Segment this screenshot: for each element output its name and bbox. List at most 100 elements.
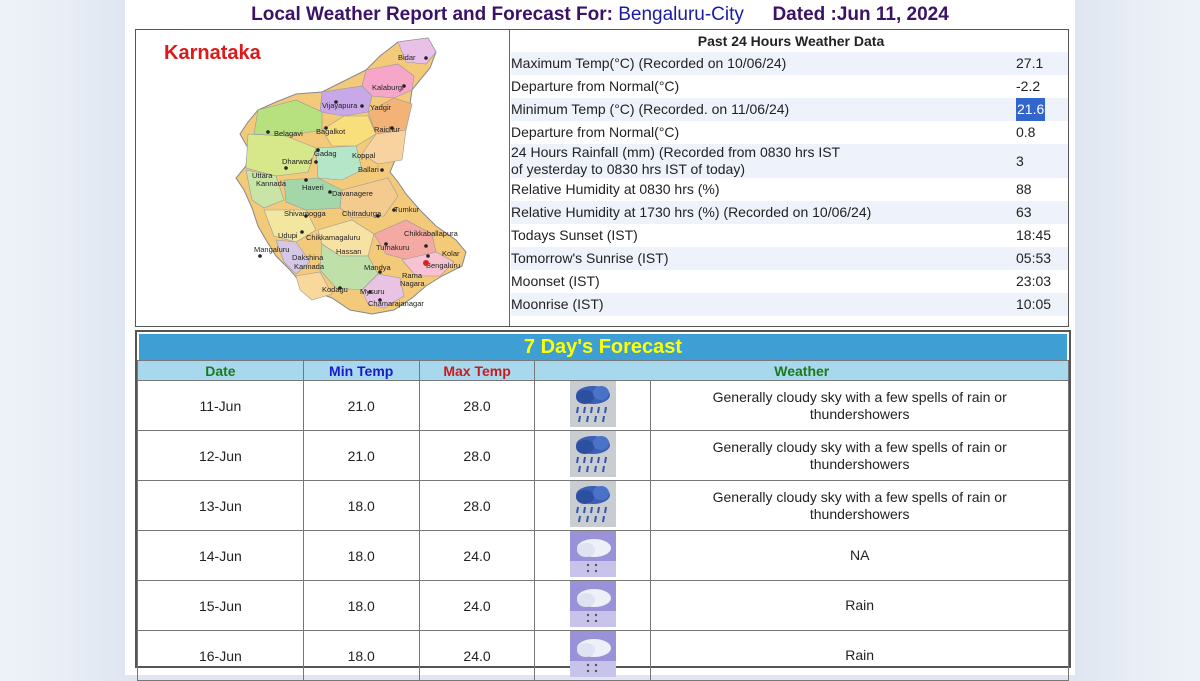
forecast-weather-text: Rain [650,630,1069,681]
map-label: Kalaburgi [372,83,404,92]
map-label: Davanagere [332,189,373,198]
past-24-row: Departure from Normal(°C) 0.8 [511,121,1068,144]
forecast-min-temp: 18.0 [302,480,420,531]
thunderstorm-icon [569,431,616,480]
map-label: Kannada [294,262,325,271]
map-label: Vijayapura [322,101,358,110]
forecast-date: 16-Jun [137,630,304,681]
forecast-icon-cell [534,430,652,481]
map-label: Tumakuru [376,243,409,252]
forecast-row: 11-Jun 21.0 28.0 Generally cloudy sky with … [137,380,1069,431]
forecast-min-temp: 21.0 [302,430,420,481]
past-24-value: 3 [1016,153,1024,169]
map-label: Dakshina [292,253,324,262]
past-24-label: Relative Humidity at 1730 hrs (%) (Recor… [511,204,872,220]
past-24-label: Departure from Normal(°C) [511,78,680,94]
past-24-value: 27.1 [1016,55,1044,71]
past-24-label-line: of yesterday to 0830 hrs IST of today) [511,161,745,177]
map-label: Gadag [314,149,337,158]
report-header: Local Weather Report and Forecast For: B… [125,2,1075,28]
forecast-section: 7 Day's Forecast Date Min Temp Max Temp … [135,330,1071,681]
forecast-body: 11-Jun 21.0 28.0 Generally cloudy sky with … [137,380,1069,681]
forecast-min-temp: 18.0 [302,630,420,681]
past-24-label: Moonrise (IST) [511,296,604,312]
forecast-weather-text: Rain [650,580,1069,631]
header-city: Bengaluru-City [618,4,744,25]
forecast-weather-text: Generally cloudy sky with a few spells o… [650,380,1069,431]
map-label: Mysuru [360,287,385,296]
map-label: Kolar [442,249,460,258]
map-label: Uttara [252,171,273,180]
karnataka-map-image: Karnataka [164,37,467,315]
forecast-table: Date Min Temp Max Temp Weather 11-Jun 21.… [137,360,1069,681]
past-24-row: Departure from Normal(°C) -2.2 [511,75,1068,98]
header-date: Date [137,360,304,381]
rain-icon [569,581,616,630]
map-label: Chamarajanagar [368,299,424,308]
past-24-label: Tomorrow's Sunrise (IST) [511,250,669,266]
forecast-date: 13-Jun [137,480,304,531]
map-label: Koppal [352,151,376,160]
map-label: Mandya [364,263,392,272]
map-label: Chikkaballapura [404,229,459,238]
map-label: Hassan [336,247,361,256]
forecast-weather-text: Generally cloudy sky with a few spells o… [650,430,1069,481]
forecast-icon-cell [534,580,652,631]
past-24-title: Past 24 Hours Weather Data [697,33,885,49]
forecast-weather-text: NA [650,530,1069,581]
forecast-min-temp: 21.0 [302,380,420,431]
header-prefix: Local Weather Report and Forecast For: [251,4,613,25]
forecast-max-temp: 24.0 [418,530,536,581]
map-label: Yadgir [370,103,392,112]
past-24-row: Maximum Temp(°C) (Recorded on 10/06/24) 2… [511,52,1068,75]
past-24-row: Todays Sunset (IST) 18:45 [511,224,1068,247]
header-weather: Weather [534,360,1069,381]
past-24-row: 24 Hours Rainfall (mm) (Recorded from 08… [511,144,1068,178]
rain-icon [569,531,616,580]
forecast-icon-cell [534,530,652,581]
past-24-label: Moonset (IST) [511,273,600,289]
past-24-value: 63 [1016,204,1032,220]
map-label: Kodagu [322,285,348,294]
forecast-max-temp: 24.0 [418,580,536,631]
past-24-row: Moonset (IST) 23:03 [511,270,1068,293]
past-24-value: 05:53 [1016,250,1052,266]
past-24-value: 23:03 [1016,273,1052,289]
past-24-label: Relative Humidity at 0830 hrs (%) [511,181,720,197]
map-label: Bagalkot [316,127,346,136]
map-label: Belagavi [274,129,303,138]
past-24-label: Minimum Temp (°C) (Recorded. on 11/06/24… [511,101,790,117]
map-label: Chikkamagaluru [306,233,360,242]
past-24-row: Moonrise (IST) 10:05 [511,293,1068,316]
map-label: Udupi [278,231,298,240]
past-24-label: Todays Sunset (IST) [511,227,638,243]
past-24-label-line: 24 Hours Rainfall (mm) (Recorded from 08… [511,144,841,160]
forecast-date: 14-Jun [137,530,304,581]
forecast-row: 16-Jun 18.0 24.0 Rain [137,630,1069,681]
past-24-value: 21.6 [1016,98,1046,121]
past-24-value: 0.8 [1016,124,1036,140]
forecast-min-temp: 18.0 [302,530,420,581]
forecast-icon-cell [534,380,652,431]
map-label: Mangaluru [254,245,289,254]
map-label: Dharwad [282,157,312,166]
forecast-row: 13-Jun 18.0 28.0 Generally cloudy sky with … [137,480,1069,531]
forecast-row: 15-Jun 18.0 24.0 Rain [137,580,1069,631]
past-24-label: Maximum Temp(°C) (Recorded on 10/06/24) [511,55,787,71]
past-24-value: 88 [1016,181,1032,197]
map-label: Nagara [400,279,425,288]
forecast-icon-cell [534,480,652,531]
forecast-max-temp: 24.0 [418,630,536,681]
forecast-title: 7 Day's Forecast [139,334,1067,360]
map-label: Raichur [374,125,400,134]
forecast-date: 11-Jun [137,380,304,431]
past-24-row: Relative Humidity at 0830 hrs (%) 88 [511,178,1068,201]
past-24-rows: Maximum Temp(°C) (Recorded on 10/06/24) 2… [511,52,1068,316]
past-24-value: 18:45 [1016,227,1052,243]
thunderstorm-icon [569,381,616,430]
past-24-row: Relative Humidity at 1730 hrs (%) (Recor… [511,201,1068,224]
map-label: Tumkur [394,205,420,214]
past-24-label: 24 Hours Rainfall (mm) (Recorded from 08… [511,144,840,178]
past-24-value: -2.2 [1016,78,1041,94]
rain-icon [569,631,616,680]
